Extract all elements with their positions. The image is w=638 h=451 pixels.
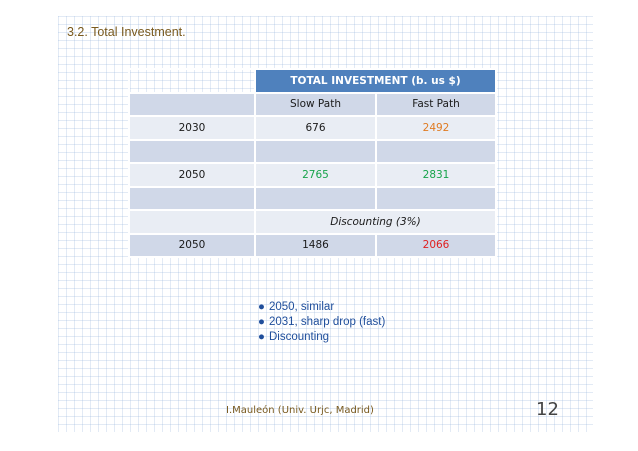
bullet-list: ● 2050, similar ● 2031, sharp drop (fast) … xyxy=(258,300,385,345)
slide-footer: I.Mauleón (Univ. Urjc, Madrid) xyxy=(226,405,374,416)
bullet-icon: ● xyxy=(258,301,265,313)
fast-value-cell: 2831 xyxy=(374,162,498,188)
table-cell xyxy=(254,138,377,164)
table-cell xyxy=(254,185,377,211)
bullet-text: Discounting xyxy=(268,331,330,343)
year-cell: 2050 xyxy=(128,232,256,258)
table-corner-cell xyxy=(128,68,256,94)
table-row: 2050 1486 2066 xyxy=(128,232,498,258)
bullet-icon: ● xyxy=(258,331,265,343)
year-cell: 2030 xyxy=(128,115,256,141)
year-cell: 2050 xyxy=(128,162,256,188)
table-cell xyxy=(374,138,498,164)
page-number: 12 xyxy=(536,399,559,420)
slide: 3.2. Total Investment. TOTAL INVESTMENT … xyxy=(58,16,593,432)
table-row: 2050 2765 2831 xyxy=(128,162,498,188)
fast-value-cell: 2066 xyxy=(374,232,498,258)
table-row: Slow Path Fast Path xyxy=(128,91,498,117)
fast-value-cell: 2492 xyxy=(374,115,498,141)
slide-title: 3.2. Total Investment. xyxy=(67,25,186,39)
bullet-icon: ● xyxy=(258,316,265,328)
column-header-slow: Slow Path xyxy=(254,91,377,117)
investment-table: TOTAL INVESTMENT (b. us $) Slow Path Fas… xyxy=(128,68,498,258)
table-header-row: TOTAL INVESTMENT (b. us $) xyxy=(128,68,498,94)
discount-label: Discounting (3%) xyxy=(253,209,498,235)
table-row xyxy=(128,185,498,211)
bullet-text: 2031, sharp drop (fast) xyxy=(268,316,386,328)
table-row xyxy=(128,138,498,164)
table-cell xyxy=(374,185,498,211)
bullet-item: ● 2031, sharp drop (fast) xyxy=(258,315,385,330)
slow-value-cell: 676 xyxy=(254,115,377,141)
bullet-item: ● 2050, similar xyxy=(258,300,385,315)
table-cell xyxy=(128,138,256,164)
slow-value-cell: 2765 xyxy=(254,162,377,188)
table-row: 2030 676 2492 xyxy=(128,115,498,141)
table-row: Discounting (3%) xyxy=(128,209,498,235)
slow-value-cell: 1486 xyxy=(254,232,377,258)
column-header-fast: Fast Path xyxy=(374,91,498,117)
table-cell xyxy=(128,209,256,235)
table-cell xyxy=(128,185,256,211)
table-cell xyxy=(128,91,256,117)
table-header: TOTAL INVESTMENT (b. us $) xyxy=(253,68,498,94)
bullet-item: ● Discounting xyxy=(258,330,385,345)
bullet-text: 2050, similar xyxy=(268,301,335,313)
